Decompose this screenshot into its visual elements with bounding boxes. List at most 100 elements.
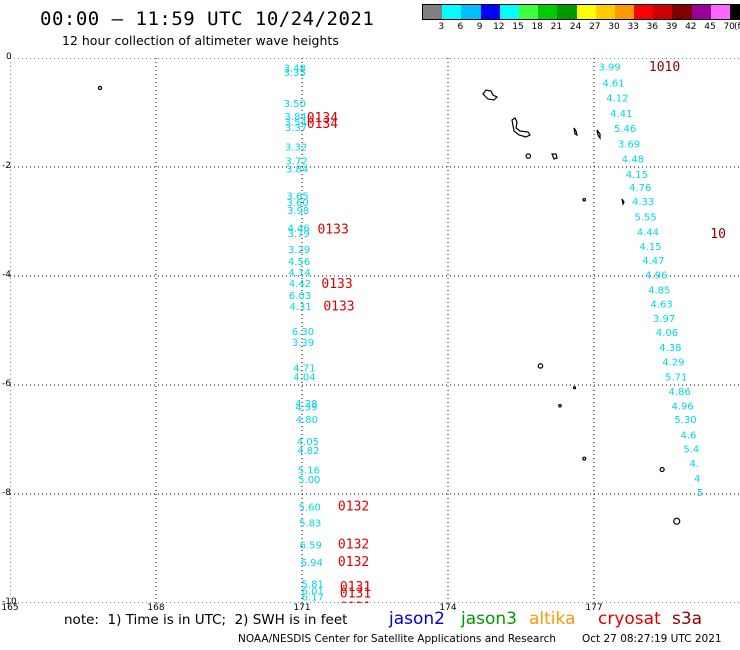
swh-value: 4.96: [671, 402, 693, 413]
color-swatch: [576, 5, 596, 19]
swh-value: 6.30: [292, 327, 314, 338]
swh-value: 3.39: [292, 338, 314, 349]
island-icon: [572, 386, 577, 390]
color-scale-label: 6: [457, 22, 464, 32]
color-scale-label: 9: [476, 22, 483, 32]
swh-value: 4.15: [626, 170, 648, 181]
swh-value: 3.48: [284, 64, 306, 75]
color-scale-label: 36: [646, 22, 659, 32]
swh-value: 3.72: [286, 156, 308, 167]
swh-value: 4.06: [656, 328, 678, 339]
swh-value: 3.65: [286, 192, 308, 203]
swh-value: 3.69: [618, 139, 640, 150]
atoll-outline: [482, 89, 499, 101]
swh-value: 4.14: [288, 268, 310, 279]
swh-value: 4.12: [606, 94, 628, 105]
color-scale-label: 33: [627, 22, 639, 32]
color-scale-label: 70: [723, 22, 735, 32]
swh-value: 3.99: [598, 63, 620, 74]
color-swatch: [461, 5, 481, 19]
island-icon: [659, 466, 665, 473]
longitude-tick-label: 177: [585, 603, 603, 613]
color-swatch: [614, 5, 635, 19]
color-scale-label: 12: [493, 22, 505, 32]
pass-time-label: 0132: [338, 555, 369, 570]
color-swatch: [691, 5, 711, 19]
credit-line: NOAA/NESDIS Center for Satellite Applica…: [238, 633, 556, 645]
color-scale-label: 18: [531, 22, 543, 32]
color-swatch: [499, 5, 519, 19]
swh-value: 5.60: [299, 502, 321, 513]
latitude-tick-label: -10: [2, 597, 17, 607]
color-scale-label: 3: [438, 22, 445, 32]
island-icon: [537, 363, 544, 369]
pass-time-label: 0131: [340, 580, 371, 595]
swh-value: 4.28: [295, 399, 317, 410]
footer-note: note: 1) Time is in UTC; 2) SWH is in fe…: [64, 612, 348, 628]
swh-value: 4.04: [293, 373, 315, 384]
longitude-tick-label: 168: [147, 603, 165, 613]
swh-value: 4.: [689, 459, 699, 470]
swh-value: 5.83: [299, 519, 321, 530]
swh-value: 4.76: [629, 183, 651, 194]
color-scale-label: 24: [569, 22, 582, 32]
generated-timestamp: Oct 27 08:27:19 UTC 2021: [582, 633, 722, 645]
swh-value: 5.4: [683, 445, 699, 456]
swh-value: 4.33: [632, 197, 654, 208]
swh-value: 6.59: [300, 541, 322, 552]
color-swatch: [442, 5, 462, 19]
legend-item-altika: altika: [529, 609, 576, 629]
swh-value: 3.84: [285, 112, 307, 123]
swh-value: 5.71: [665, 373, 687, 384]
latitude-tick-label: -8: [2, 488, 11, 498]
legend-item-cryosat: cryosat: [598, 609, 661, 629]
island-icon: [525, 153, 532, 159]
wave-height-map: 3.483.353.503.843.543.373.323.723.843.65…: [10, 58, 740, 603]
swh-value: 6.94: [301, 558, 323, 569]
track-east-observations: 3.99 4.61 4.12 4.41 5.46 3.69 4.48 4.15 4.76 4.33…: [598, 60, 725, 499]
swh-value: 4.56: [288, 257, 310, 268]
pass-time-label: 0132: [338, 538, 369, 553]
island-icon: [558, 403, 562, 408]
pass-time-label: 0133: [321, 277, 352, 292]
pass-time-label: 1010: [649, 60, 680, 75]
atoll-outline: [551, 153, 558, 160]
longitude-tick-label: 174: [439, 603, 457, 613]
legend-item-jason2: jason2: [389, 609, 445, 629]
color-scale-swatches: [422, 4, 740, 20]
swh-value: 4.42: [289, 279, 311, 290]
swh-value: 4.44: [637, 228, 659, 239]
island-icon: [582, 197, 587, 202]
swh-value: 3.37: [285, 123, 307, 134]
track-main-observations: 3.483.353.503.843.543.373.323.723.843.65…: [284, 64, 372, 603]
island-icon: [582, 456, 587, 461]
color-scale-label: 21: [550, 22, 563, 32]
swh-value: 4.29: [662, 357, 684, 368]
color-swatch: [653, 5, 673, 19]
swh-value: 4.85: [648, 285, 670, 296]
latitude-tick-label: -6: [2, 379, 11, 389]
swh-value: 6.03: [289, 291, 311, 302]
swh-value: 4.39: [295, 403, 317, 414]
swh-value: 4.41: [610, 109, 632, 120]
color-swatch: [557, 5, 577, 19]
swh-value: 4.71: [293, 363, 315, 374]
latitude-tick-label: -2: [2, 161, 11, 171]
legend-item-s3a: s3a: [672, 609, 703, 629]
color-swatch: [730, 5, 740, 19]
swh-value: 3.32: [285, 143, 307, 154]
swh-value: 4.6: [680, 430, 696, 441]
color-swatch: [710, 5, 730, 19]
swh-value: 3.60: [286, 198, 308, 209]
atoll-outline: [573, 127, 578, 137]
swh-value: 4.61: [602, 78, 624, 89]
atoll-outline: [621, 198, 625, 206]
swh-value: 3.54: [285, 118, 307, 129]
swh-value: 4.96: [645, 271, 667, 282]
color-scale-label: 30: [608, 22, 620, 32]
swh-value: 4.82: [297, 446, 319, 457]
color-swatch: [480, 5, 500, 19]
swh-value: 3.29: [288, 245, 310, 256]
swh-value: 5.30: [674, 415, 696, 426]
